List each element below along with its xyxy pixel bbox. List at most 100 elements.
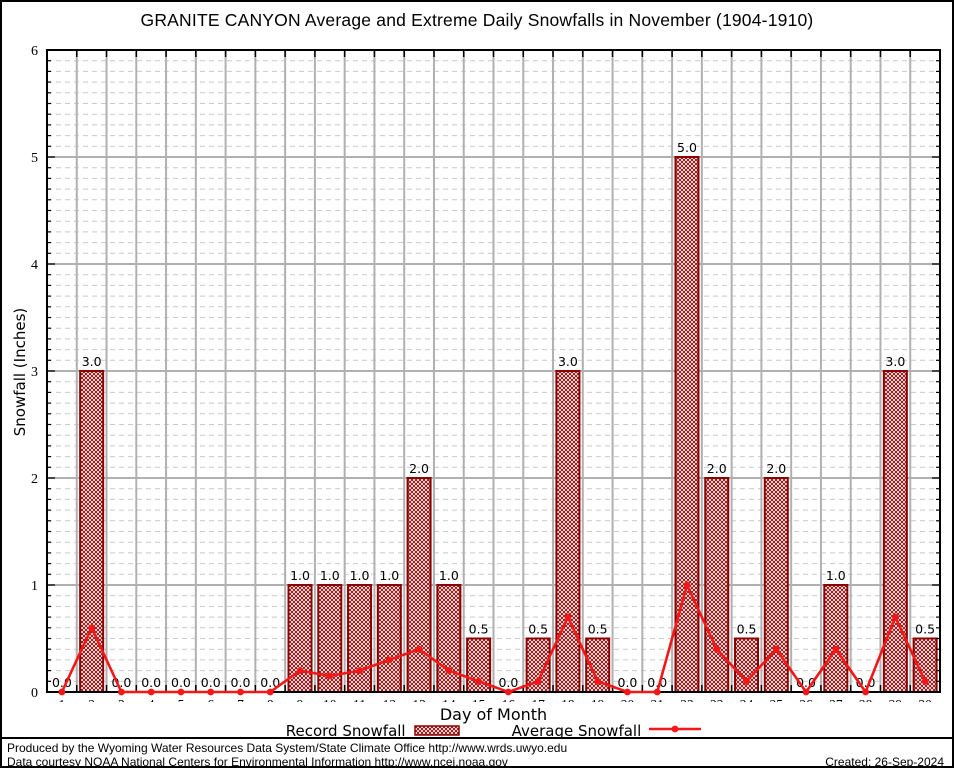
average-point xyxy=(88,624,96,632)
svg-text:5: 5 xyxy=(178,697,185,702)
svg-text:19: 19 xyxy=(591,697,605,702)
y-axis-title: Snowfall (Inches) xyxy=(11,307,29,437)
average-point xyxy=(802,688,810,696)
record-bar xyxy=(347,584,373,693)
svg-text:3: 3 xyxy=(31,365,38,380)
average-point xyxy=(237,688,244,696)
x-axis-title: Day of Month xyxy=(439,705,548,724)
svg-text:1: 1 xyxy=(31,579,38,594)
svg-text:17: 17 xyxy=(531,697,545,702)
bar-value-label: 0.5 xyxy=(915,622,935,637)
svg-text:3: 3 xyxy=(118,697,125,702)
svg-text:2: 2 xyxy=(31,472,38,487)
svg-text:23: 23 xyxy=(710,697,724,702)
legend: Record Snowfall Average Snowfall xyxy=(47,722,940,740)
average-point xyxy=(683,581,691,589)
bar-value-label: 0.0 xyxy=(231,675,251,690)
svg-text:28: 28 xyxy=(859,697,873,702)
average-point xyxy=(118,688,125,696)
svg-text:14: 14 xyxy=(442,697,456,702)
svg-text:7: 7 xyxy=(237,697,244,702)
record-bar xyxy=(882,370,908,693)
footer-produced-by: Produced by the Wyoming Water Resources … xyxy=(7,741,568,755)
bar-value-label: 0.0 xyxy=(498,675,518,690)
y-tick-labels: 0 1 2 3 4 5 6 xyxy=(31,44,38,701)
record-bar xyxy=(704,477,730,693)
plot-area: 0123456123456789101112131415161718192021… xyxy=(2,2,952,712)
average-point xyxy=(266,688,274,696)
bar-value-label: 0.0 xyxy=(171,675,191,690)
svg-text:20: 20 xyxy=(621,697,635,702)
bar-value-label: 0.0 xyxy=(141,675,161,690)
bar-value-label: 2.0 xyxy=(707,461,727,476)
average-snowfall-swatch-icon xyxy=(649,722,702,740)
average-point xyxy=(921,677,929,685)
svg-text:21: 21 xyxy=(650,697,664,702)
svg-text:13: 13 xyxy=(412,697,426,702)
svg-text:9: 9 xyxy=(297,697,304,702)
svg-text:26: 26 xyxy=(799,697,813,702)
average-point xyxy=(743,677,750,685)
bar-value-label: 1.0 xyxy=(320,568,340,583)
bar-value-label: 2.0 xyxy=(766,461,786,476)
average-point xyxy=(862,688,869,696)
svg-text:18: 18 xyxy=(561,697,575,702)
record-bar xyxy=(436,584,462,693)
average-point xyxy=(356,667,363,674)
bar-value-label: 3.0 xyxy=(82,354,102,369)
record-bar xyxy=(823,584,849,693)
svg-text:0: 0 xyxy=(31,686,38,701)
record-bar xyxy=(376,584,402,693)
bar-value-labels: 0.0 3.0 0.0 0.0 0.0 0.0 0.0 0.0 1.0 1.0 1.0 1.0 2.0 1… xyxy=(52,140,935,690)
bar-value-label: 0.5 xyxy=(737,622,757,637)
svg-text:1: 1 xyxy=(59,697,66,702)
bar-value-label: 0.0 xyxy=(201,675,221,690)
svg-text:12: 12 xyxy=(383,697,397,702)
footer-created-date: Created: 26-Sep-2024 xyxy=(825,755,944,768)
svg-text:4: 4 xyxy=(148,697,155,702)
grid-major-v xyxy=(75,50,912,692)
average-point xyxy=(207,688,215,696)
record-bar xyxy=(555,370,581,693)
bar-value-label: 1.0 xyxy=(350,568,370,583)
average-point xyxy=(475,677,483,685)
bar-value-label: 1.0 xyxy=(439,568,459,583)
svg-text:5: 5 xyxy=(31,151,38,166)
average-point xyxy=(564,613,572,621)
svg-text:30: 30 xyxy=(918,697,932,702)
record-snowfall-swatch-icon xyxy=(413,722,460,740)
svg-text:11: 11 xyxy=(353,697,366,702)
chart-title: GRANITE CANYON Average and Extreme Daily… xyxy=(140,10,814,30)
average-point xyxy=(385,656,393,664)
record-bar xyxy=(406,477,432,693)
average-point xyxy=(504,688,512,696)
average-point xyxy=(445,667,453,674)
footer-data-courtesy: Data courtesy NOAA National Centers for … xyxy=(7,755,508,768)
footer-separator xyxy=(2,737,952,739)
bar-value-label: 2.0 xyxy=(409,461,429,476)
legend-average-label: Average Snowfall xyxy=(511,722,642,740)
bar-value-label: 1.0 xyxy=(379,568,399,583)
average-line xyxy=(60,581,927,695)
average-point xyxy=(147,688,155,696)
legend-record-label: Record Snowfall xyxy=(285,722,406,740)
svg-text:25: 25 xyxy=(770,697,784,702)
average-point xyxy=(653,688,661,696)
average-point xyxy=(713,645,721,653)
svg-text:4: 4 xyxy=(31,258,38,273)
average-point xyxy=(296,667,304,674)
average-point xyxy=(58,688,66,696)
svg-text:22: 22 xyxy=(680,697,694,702)
bar-value-label: 5.0 xyxy=(677,140,697,155)
bar-value-label: 0.5 xyxy=(469,622,489,637)
average-point xyxy=(415,645,423,653)
svg-text:6: 6 xyxy=(207,697,214,702)
bar-value-label: 0.0 xyxy=(618,675,638,690)
svg-text:8: 8 xyxy=(267,697,274,702)
average-point xyxy=(891,613,899,621)
x-tick-labels: 1234567891011121314151617181920212223242… xyxy=(59,697,933,712)
svg-text:6: 6 xyxy=(31,44,38,59)
bar-value-label: 0.0 xyxy=(260,675,280,690)
y-ticks xyxy=(47,49,940,693)
